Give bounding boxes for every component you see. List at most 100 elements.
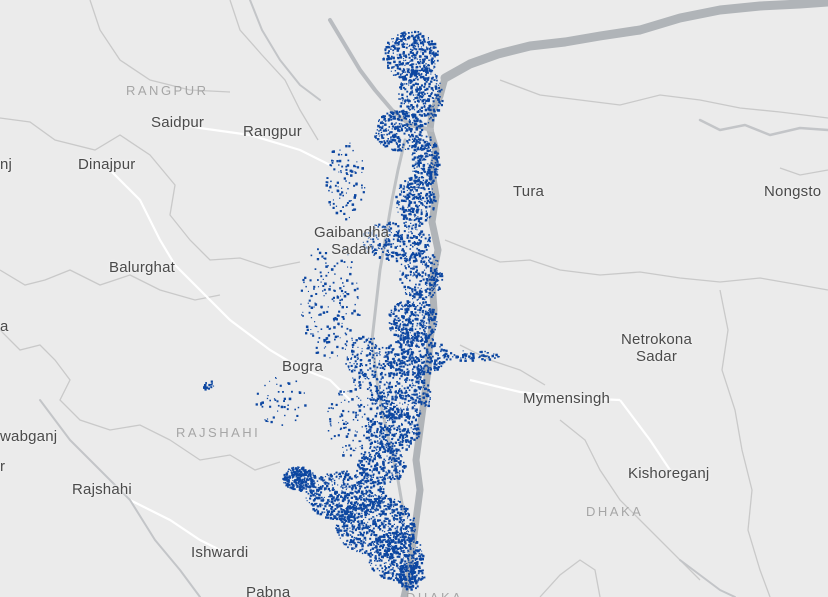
flood-pixel bbox=[424, 55, 426, 58]
flood-pixel bbox=[359, 495, 362, 498]
flood-pixel bbox=[362, 246, 365, 249]
flood-pixel bbox=[334, 508, 337, 510]
flood-pixel bbox=[428, 47, 431, 50]
flood-pixel bbox=[413, 577, 417, 581]
flood-pixel bbox=[354, 487, 357, 490]
flood-pixel bbox=[414, 176, 417, 179]
flood-pixel bbox=[412, 519, 415, 522]
flood-pixel bbox=[395, 195, 398, 199]
flood-pixel bbox=[386, 549, 390, 552]
flood-pixel bbox=[422, 179, 425, 182]
flood-pixel bbox=[370, 498, 372, 501]
flood-pixel bbox=[434, 359, 436, 361]
flood-pixel bbox=[411, 31, 413, 34]
flood-pixel bbox=[415, 305, 417, 308]
flood-pixel bbox=[405, 327, 408, 330]
flood-pixel bbox=[378, 243, 381, 245]
flood-pixel bbox=[405, 111, 408, 114]
flood-pixel bbox=[418, 184, 420, 186]
flood-pixel bbox=[424, 304, 426, 306]
flood-pixel bbox=[420, 75, 422, 78]
flood-pixel bbox=[420, 46, 422, 48]
flood-pixel bbox=[392, 41, 394, 43]
flood-pixel bbox=[406, 406, 408, 408]
flood-pixel bbox=[404, 214, 407, 217]
flood-pixel bbox=[417, 340, 420, 342]
flood-pixel bbox=[395, 432, 397, 435]
flood-pixel bbox=[341, 470, 343, 472]
flood-pixel bbox=[395, 508, 399, 511]
flood-pixel bbox=[306, 500, 308, 502]
flood-pixel bbox=[394, 509, 396, 511]
flood-pixel bbox=[390, 114, 392, 117]
flood-pixel bbox=[398, 363, 401, 365]
flood-pixel bbox=[386, 415, 388, 417]
flood-pixel bbox=[401, 524, 405, 527]
flood-pixel bbox=[417, 372, 420, 375]
flood-pixel bbox=[410, 123, 412, 126]
flood-pixel bbox=[414, 561, 417, 565]
flood-pixel bbox=[418, 431, 421, 435]
flood-pixel bbox=[408, 446, 410, 448]
flood-pixel bbox=[369, 555, 372, 558]
flood-pixel bbox=[416, 366, 419, 369]
flood-pixel bbox=[376, 476, 379, 480]
flood-pixel bbox=[330, 507, 332, 510]
flood-pixel bbox=[382, 125, 384, 127]
flood-pixel bbox=[400, 323, 402, 325]
flood-pixel bbox=[372, 511, 375, 513]
flood-pixel bbox=[342, 486, 344, 489]
flood-pixel bbox=[409, 581, 411, 584]
flood-pixel bbox=[389, 230, 391, 232]
flood-pixel bbox=[369, 502, 372, 505]
flood-pixel bbox=[357, 512, 361, 516]
flood-pixel bbox=[343, 524, 346, 527]
flood-pixel bbox=[434, 142, 436, 145]
flood-pixel bbox=[400, 74, 402, 76]
flood-pixel bbox=[372, 434, 375, 437]
flood-pixel bbox=[370, 420, 373, 423]
flood-pixel bbox=[430, 283, 433, 287]
flood-pixel bbox=[423, 305, 426, 308]
flood-pixel bbox=[357, 476, 359, 478]
flood-pixel bbox=[419, 69, 421, 72]
flood-pixel bbox=[421, 41, 424, 43]
flood-pixel bbox=[395, 122, 397, 124]
flood-pixel bbox=[375, 389, 379, 392]
flood-pixel bbox=[327, 510, 331, 513]
flood-pixel bbox=[371, 478, 373, 481]
flood-pixel bbox=[391, 397, 394, 401]
flood-pixel bbox=[388, 61, 392, 65]
flood-pixel bbox=[419, 570, 422, 573]
flood-pixel bbox=[403, 328, 405, 330]
flood-pixel bbox=[391, 557, 394, 560]
flood-pixel bbox=[422, 139, 425, 142]
flood-pixel bbox=[420, 195, 422, 197]
flood-pixel bbox=[413, 236, 415, 238]
flood-pixel bbox=[376, 440, 379, 442]
flood-pixel bbox=[349, 475, 351, 478]
flood-pixel bbox=[389, 512, 392, 515]
flood-pixel bbox=[411, 334, 413, 337]
flood-pixel bbox=[321, 511, 324, 514]
flood-pixel bbox=[381, 411, 384, 413]
flood-pixel bbox=[417, 72, 420, 75]
flood-pixel bbox=[422, 371, 425, 374]
flood-pixel bbox=[421, 67, 424, 69]
flood-pixel bbox=[381, 476, 383, 479]
flood-pixel bbox=[382, 512, 385, 515]
flood-pixel bbox=[405, 313, 407, 315]
flood-pixel bbox=[394, 74, 397, 76]
flood-pixel bbox=[404, 101, 407, 103]
flood-pixel bbox=[410, 314, 412, 316]
flood-pixel bbox=[401, 584, 404, 587]
flood-pixel bbox=[352, 540, 355, 543]
flood-pixel bbox=[415, 170, 418, 173]
flood-pixel bbox=[386, 449, 389, 452]
flood-pixel bbox=[378, 498, 380, 500]
flood-pixel bbox=[421, 124, 424, 127]
flood-pixel bbox=[389, 503, 393, 506]
flood-pixel bbox=[393, 45, 396, 48]
flood-pixel bbox=[414, 528, 416, 531]
